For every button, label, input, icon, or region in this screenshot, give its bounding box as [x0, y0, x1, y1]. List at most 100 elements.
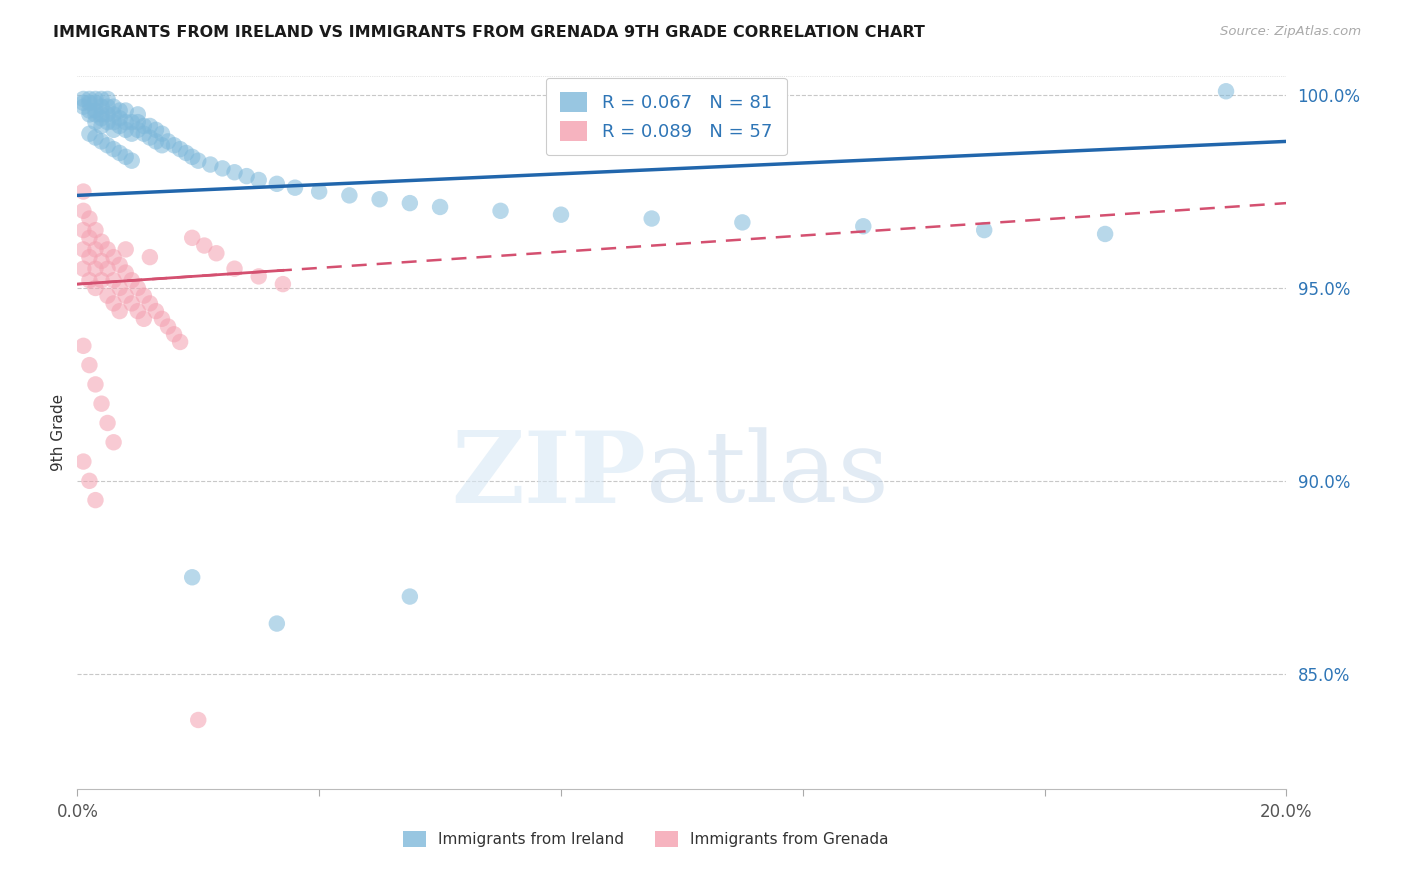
Point	[121, 296, 143, 310]
Point	[641, 211, 664, 226]
Point	[121, 115, 143, 129]
Point	[266, 177, 288, 191]
Point	[108, 304, 131, 318]
Point	[103, 115, 125, 129]
Point	[187, 713, 209, 727]
Point	[84, 115, 107, 129]
Point	[399, 196, 422, 211]
Point	[114, 243, 136, 257]
Point	[79, 474, 101, 488]
Point	[96, 416, 118, 430]
Point	[90, 92, 112, 106]
Text: ZIP: ZIP	[451, 427, 645, 524]
Point	[72, 95, 94, 110]
Point	[132, 311, 155, 326]
Point	[121, 127, 143, 141]
Point	[103, 123, 125, 137]
Point	[79, 107, 101, 121]
Y-axis label: 9th Grade: 9th Grade	[51, 394, 66, 471]
Point	[90, 235, 112, 249]
Point	[96, 261, 118, 276]
Point	[108, 281, 131, 295]
Point	[96, 107, 118, 121]
Point	[247, 269, 270, 284]
Point	[108, 258, 131, 272]
Point	[174, 145, 197, 160]
Point	[84, 95, 107, 110]
Point	[145, 304, 167, 318]
Point	[429, 200, 451, 214]
Point	[96, 138, 118, 153]
Point	[235, 169, 257, 183]
Point	[108, 112, 131, 126]
Legend: Immigrants from Ireland, Immigrants from Grenada: Immigrants from Ireland, Immigrants from…	[396, 825, 894, 853]
Point	[79, 92, 101, 106]
Point	[72, 223, 94, 237]
Point	[368, 192, 391, 206]
Point	[211, 161, 233, 176]
Point	[72, 185, 94, 199]
Point	[103, 107, 125, 121]
Point	[72, 454, 94, 468]
Point	[79, 250, 101, 264]
Point	[150, 311, 173, 326]
Point	[90, 100, 112, 114]
Point	[224, 261, 246, 276]
Point	[266, 616, 288, 631]
Point	[84, 107, 107, 121]
Point	[103, 100, 125, 114]
Point	[399, 590, 422, 604]
Point	[205, 246, 228, 260]
Point	[127, 107, 149, 121]
Point	[90, 107, 112, 121]
Point	[1215, 84, 1237, 98]
Point	[79, 95, 101, 110]
Point	[127, 115, 149, 129]
Point	[181, 570, 204, 584]
Point	[139, 296, 162, 310]
Point	[139, 130, 162, 145]
Point	[200, 157, 222, 171]
Point	[145, 123, 167, 137]
Point	[96, 100, 118, 114]
Point	[84, 243, 107, 257]
Point	[90, 254, 112, 268]
Point	[114, 288, 136, 302]
Point	[72, 261, 94, 276]
Point	[973, 223, 995, 237]
Point	[90, 273, 112, 287]
Point	[114, 123, 136, 137]
Point	[157, 135, 180, 149]
Point	[127, 123, 149, 137]
Point	[79, 231, 101, 245]
Point	[72, 92, 94, 106]
Point	[150, 127, 173, 141]
Point	[224, 165, 246, 179]
Point	[96, 288, 118, 302]
Point	[72, 339, 94, 353]
Point	[114, 103, 136, 118]
Point	[84, 261, 107, 276]
Point	[108, 119, 131, 133]
Point	[193, 238, 215, 252]
Point	[337, 188, 360, 202]
Point	[139, 119, 162, 133]
Point	[852, 219, 875, 234]
Point	[163, 138, 186, 153]
Point	[79, 211, 101, 226]
Point	[90, 397, 112, 411]
Text: IMMIGRANTS FROM IRELAND VS IMMIGRANTS FROM GRENADA 9TH GRADE CORRELATION CHART: IMMIGRANTS FROM IRELAND VS IMMIGRANTS FR…	[53, 25, 925, 40]
Point	[127, 304, 149, 318]
Point	[90, 112, 112, 126]
Point	[84, 281, 107, 295]
Point	[96, 115, 118, 129]
Point	[96, 243, 118, 257]
Point	[84, 377, 107, 392]
Point	[284, 180, 307, 194]
Point	[1094, 227, 1116, 241]
Point	[550, 208, 572, 222]
Point	[90, 135, 112, 149]
Point	[79, 127, 101, 141]
Point	[169, 334, 191, 349]
Point	[308, 185, 330, 199]
